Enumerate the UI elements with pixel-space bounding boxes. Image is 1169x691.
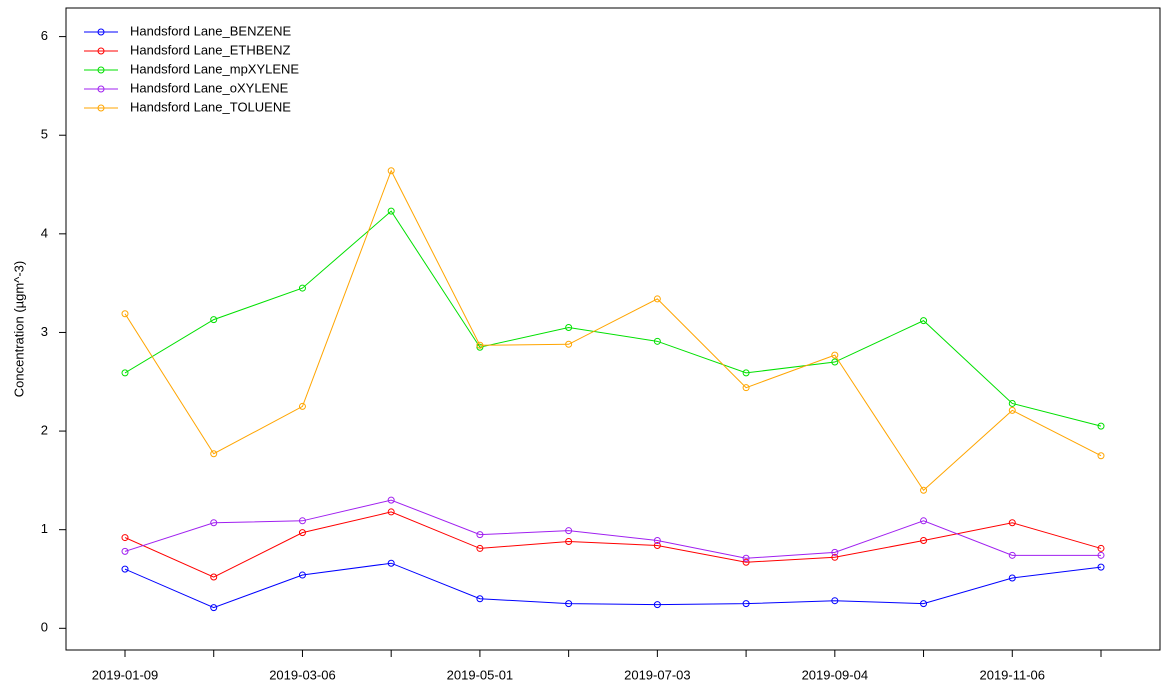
y-tick-label: 0 [41, 620, 48, 635]
legend-label: Handsford Lane_ETHBENZ [130, 42, 290, 57]
data-point [387, 559, 395, 567]
data-point [210, 573, 218, 581]
x-tick-label: 2019-01-09 [92, 667, 159, 682]
y-tick-label: 1 [41, 521, 48, 536]
plot-frame [65, 7, 1161, 651]
data-point [476, 544, 484, 552]
data-point [476, 595, 484, 603]
data-point [920, 486, 928, 494]
data-point [653, 295, 661, 303]
data-point [831, 358, 839, 366]
data-point [565, 324, 573, 332]
data-point [387, 508, 395, 516]
data-point [298, 517, 306, 525]
legend-marker [97, 104, 105, 112]
series-line [124, 169, 1102, 492]
series-line [124, 210, 1102, 427]
data-point [653, 601, 661, 609]
series-line [124, 499, 1101, 559]
data-point [742, 384, 750, 392]
legend-label: Handsford Lane_oXYLENE [130, 80, 289, 95]
data-point [387, 496, 395, 504]
data-point [476, 531, 484, 539]
data-point [565, 538, 573, 546]
data-point [298, 571, 306, 579]
data-point [1008, 519, 1016, 527]
data-point [831, 553, 839, 561]
data-point [1097, 422, 1105, 430]
legend-marker [97, 28, 105, 36]
y-tick-label: 4 [41, 225, 48, 240]
data-point [121, 534, 129, 542]
data-point [742, 554, 750, 562]
data-point [653, 537, 661, 545]
legend-label: Handsford Lane_BENZENE [130, 23, 291, 38]
data-point [476, 341, 484, 349]
data-point [742, 369, 750, 377]
data-point [210, 316, 218, 324]
x-tick-label: 2019-11-06 [979, 667, 1045, 682]
x-tick-label: 2019-05-01 [447, 667, 514, 682]
y-tick-label: 6 [41, 28, 48, 43]
data-point [653, 541, 661, 549]
legend-marker [97, 47, 105, 55]
data-point [1097, 551, 1105, 559]
data-point [831, 351, 839, 359]
x-tick-label: 2019-09-04 [802, 667, 869, 682]
y-tick-label: 3 [41, 324, 48, 339]
legend-label: Handsford Lane_mpXYLENE [130, 61, 299, 76]
data-point [742, 600, 750, 608]
data-point [1008, 406, 1016, 414]
data-point [831, 597, 839, 605]
data-point [565, 527, 573, 535]
data-point [920, 317, 928, 325]
data-point [121, 369, 129, 377]
y-tick-label: 5 [41, 127, 48, 142]
data-point [210, 519, 218, 527]
data-point [210, 450, 218, 458]
data-point [387, 207, 395, 215]
data-point [298, 529, 306, 537]
data-point [121, 310, 129, 318]
data-point [298, 402, 306, 410]
data-point [1097, 452, 1105, 460]
data-point [565, 340, 573, 348]
data-point [121, 547, 129, 555]
data-point [1097, 563, 1105, 571]
y-axis-label: Concentration (µgm^-3) [11, 261, 26, 397]
data-point [1097, 544, 1105, 552]
data-point [121, 565, 129, 573]
data-point [387, 167, 395, 175]
data-point [1008, 574, 1016, 582]
x-tick-label: 2019-03-06 [269, 667, 336, 682]
legend-label: Handsford Lane_TOLUENE [130, 99, 291, 114]
data-point [920, 600, 928, 608]
data-point [565, 600, 573, 608]
data-point [831, 548, 839, 556]
legend-marker [97, 85, 105, 93]
y-tick-label: 2 [41, 423, 48, 438]
series-line [124, 511, 1102, 578]
series-line [124, 562, 1102, 609]
data-point [653, 337, 661, 345]
data-point [1008, 551, 1016, 559]
legend-marker [97, 66, 105, 74]
data-point [210, 604, 218, 612]
data-point [920, 537, 928, 545]
data-point [298, 284, 306, 292]
data-point [920, 517, 928, 525]
x-tick-label: 2019-07-03 [624, 667, 691, 682]
data-point [742, 558, 750, 566]
data-point [1008, 399, 1016, 407]
